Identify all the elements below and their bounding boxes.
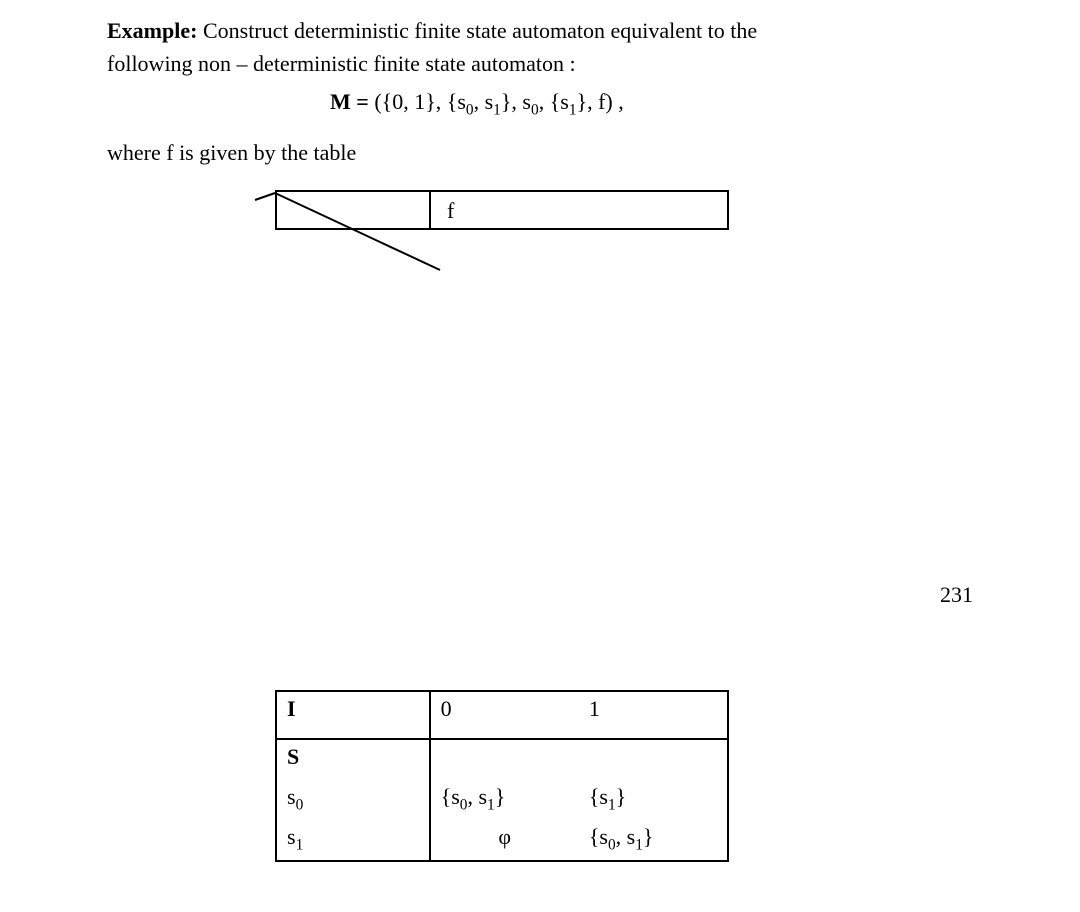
example-text1: Construct deterministic finite state aut… [197,18,757,43]
table2-s0-c1: {s1} [579,780,727,820]
example-line2: following non – deterministic finite sta… [107,47,792,80]
table2-S-c1 [579,740,727,780]
table2-s1-c0: φ [429,820,579,860]
table2-row-header: I 0 1 [277,692,727,738]
example-label: Example: [107,18,197,43]
where-line: where f is given by the table [107,136,356,169]
table2-s1-label: s1 [277,820,429,860]
page-number: 231 [940,578,973,611]
diagonal-line [255,190,455,280]
page: Example: Construct deterministic finite … [0,0,1080,912]
table2-row-s0: s0 {s0, s1} {s1} [277,780,727,820]
table2-col0: 0 [429,692,579,738]
table2-S: S [277,740,429,780]
formula: M = ({0, 1}, {s0, s1}, s0, {s1}, f) , [330,85,624,122]
table2-s0-label: s0 [277,780,429,820]
table2-s1-c1: {s0, s1} [579,820,727,860]
table2-row-s1: s1 φ {s0, s1} [277,820,727,860]
example-line1: Example: Construct deterministic finite … [107,14,792,47]
table2-s0-c0: {s0, s1} [429,780,579,820]
table2-I: I [277,692,429,738]
table2: I 0 1 S s0 {s0, s1} {s1} s1 φ {s0, s1} [275,690,729,862]
table2-col1: 1 [579,692,727,738]
table2-S-c0 [429,740,579,780]
table2-row-S: S [277,738,727,780]
